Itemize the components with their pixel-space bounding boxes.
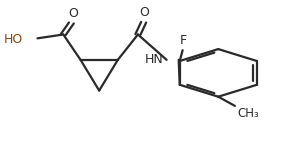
Text: HN: HN — [144, 53, 163, 66]
Text: O: O — [68, 7, 78, 20]
Text: HO: HO — [4, 33, 23, 46]
Text: O: O — [140, 6, 150, 19]
Text: F: F — [180, 34, 187, 47]
Text: CH₃: CH₃ — [238, 107, 260, 120]
